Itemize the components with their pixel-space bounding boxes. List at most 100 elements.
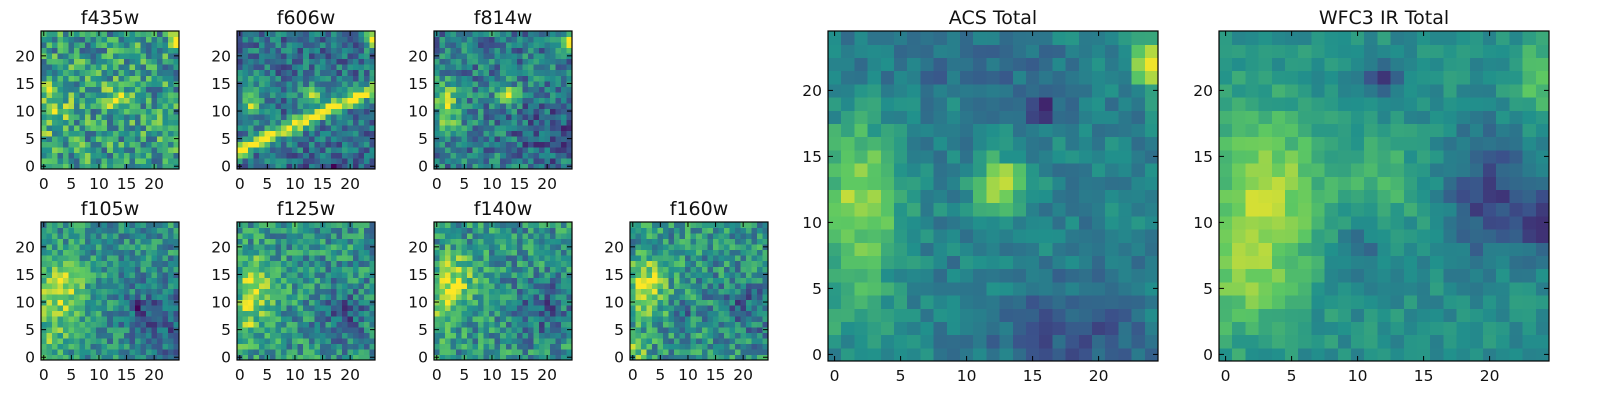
heatmap-cell: [1065, 163, 1080, 177]
heatmap-cell: [456, 119, 463, 126]
heatmap-cell: [880, 255, 895, 270]
heatmap-cell: [707, 260, 714, 267]
heatmap-cell: [527, 146, 534, 154]
heatmap-cell: [516, 288, 523, 295]
heatmap-cell: [538, 47, 545, 54]
heatmap-cell: [1052, 255, 1067, 270]
heatmap-cell: [297, 163, 304, 170]
heatmap-cell: [96, 271, 103, 278]
heatmap-cell: [489, 255, 496, 262]
heatmap-cell: [352, 102, 360, 109]
heatmap-cell: [986, 321, 1001, 336]
heatmap-cell: [657, 244, 664, 251]
heatmap-cell: [555, 69, 562, 76]
heatmap-cell: [729, 304, 736, 311]
heatmap-cell: [281, 233, 288, 240]
heatmap-cell: [330, 163, 337, 170]
heatmap-cell: [162, 304, 169, 311]
heatmap-cell: [762, 233, 769, 240]
heatmap-cell: [467, 266, 474, 273]
heatmap-cell: [973, 268, 987, 283]
heatmap-cell: [314, 277, 321, 284]
heatmap-cell: [167, 326, 175, 333]
heatmap-cell: [63, 69, 70, 76]
heatmap-cell: [107, 260, 114, 267]
heatmap-cell: [336, 266, 343, 273]
heatmap-cell: [445, 108, 452, 115]
heatmap-cell: [162, 315, 169, 322]
heatmap-cell: [1092, 308, 1106, 322]
heatmap-cell: [248, 315, 255, 322]
heatmap-cell: [663, 310, 670, 317]
heatmap-cell: [718, 222, 725, 229]
heatmap-cell: [123, 332, 130, 339]
heatmap-cell: [96, 58, 103, 65]
heatmap-cell: [707, 238, 714, 245]
heatmap-cell: [467, 36, 474, 43]
heatmap-cell: [544, 141, 551, 148]
heatmap-cell: [347, 130, 354, 137]
heatmap-cell: [57, 222, 64, 229]
heatmap-cell: [96, 255, 103, 262]
heatmap-cell: [478, 102, 485, 109]
heatmap-cell: [734, 304, 741, 311]
heatmap-cell: [140, 157, 147, 165]
heatmap-cell: [973, 229, 987, 243]
x-tick-label: 5: [459, 175, 469, 193]
heatmap-cell: [707, 315, 714, 322]
heatmap-cell: [544, 326, 551, 333]
heatmap-cell: [712, 337, 719, 345]
heatmap-cell: [560, 288, 568, 295]
heatmap-cell: [679, 244, 686, 251]
heatmap-cell: [527, 282, 534, 289]
heatmap-cell: [314, 227, 321, 234]
heatmap-cell: [505, 222, 512, 229]
heatmap-cell: [522, 157, 529, 165]
heatmap-cell: [467, 288, 474, 295]
heatmap-cell: [740, 288, 747, 295]
heatmap-cell: [560, 36, 568, 43]
heatmap-cell: [745, 299, 753, 306]
heatmap-cell: [358, 343, 365, 350]
heatmap-cell: [505, 266, 512, 273]
heatmap-cell: [248, 130, 255, 137]
heatmap-cell: [325, 157, 332, 165]
heatmap-cell: [118, 321, 125, 328]
heatmap-cell: [281, 222, 288, 229]
heatmap-cell: [151, 321, 158, 328]
heatmap-cell: [286, 130, 293, 137]
heatmap-cell: [57, 299, 64, 306]
heatmap-cell: [46, 255, 53, 262]
heatmap-cell: [549, 75, 557, 82]
heatmap-cell: [751, 343, 758, 350]
x-tick-label: 20: [144, 366, 164, 384]
heatmap-cell: [57, 31, 64, 38]
heatmap-cell: [522, 69, 529, 76]
heatmap-cell: [314, 64, 321, 71]
heatmap-cell: [112, 321, 119, 328]
heatmap-cell: [734, 310, 741, 317]
heatmap-cell: [828, 347, 842, 362]
heatmap-cell: [880, 268, 895, 283]
heatmap-cell: [242, 42, 249, 49]
heatmap-cell: [145, 271, 152, 278]
heatmap-cell: [330, 75, 337, 82]
y-tick-label: 10: [15, 103, 35, 121]
heatmap-cell: [729, 233, 736, 240]
heatmap-cell: [456, 282, 463, 289]
heatmap-cell: [516, 102, 523, 109]
heatmap-cell: [461, 130, 468, 137]
heatmap-cell: [489, 141, 496, 148]
heatmap-cell: [723, 238, 730, 245]
heatmap-cell: [434, 255, 441, 262]
heatmap-cell: [330, 277, 337, 284]
heatmap-cell: [467, 64, 474, 71]
panel-title: f125w: [277, 198, 336, 220]
heatmap-cell: [734, 260, 741, 267]
heatmap-cell: [456, 108, 463, 115]
heatmap-cell: [173, 315, 180, 322]
heatmap-cell: [663, 266, 670, 273]
heatmap-cell: [173, 227, 180, 234]
heatmap-cell: [308, 146, 315, 154]
heatmap-cell: [880, 321, 895, 336]
